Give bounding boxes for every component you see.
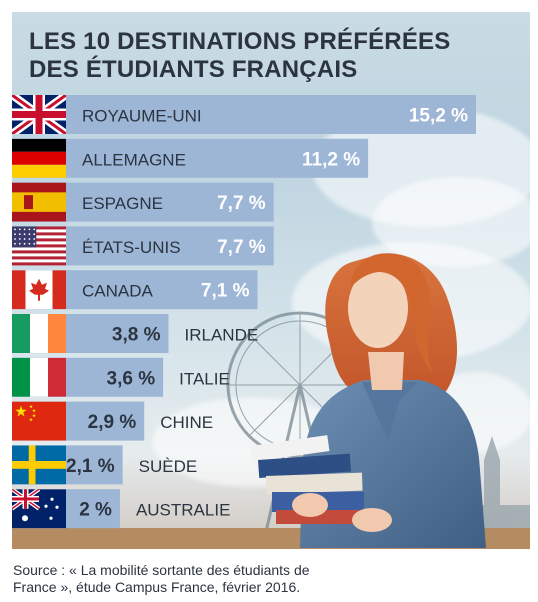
bar-value-label: 3,8 % (112, 325, 161, 346)
bar-row: 7,7 % ÉTATS-UNIS (12, 226, 274, 266)
bar-row: 3,6 % ITALIE (12, 357, 230, 397)
usa-flag-icon (12, 226, 66, 266)
title-line-1: LES 10 DESTINATIONS PRÉFÉRÉES (29, 28, 451, 55)
bar-row: 15,2 % ROYAUME-UNI (12, 95, 476, 134)
canada-flag-icon (12, 270, 66, 310)
italy-flag-icon (12, 357, 66, 397)
bar-category-label: ALLEMAGNE (82, 150, 186, 169)
bar-row: 7,1 % CANADA (12, 270, 258, 310)
title-line-2: DES ÉTUDIANTS FRANÇAIS (29, 56, 358, 83)
chart-title: LES 10 DESTINATIONS PRÉFÉRÉES DES ÉTUDIA… (29, 28, 450, 84)
bar-value-label: 15,2 % (409, 106, 468, 127)
bar-category-label: ITALIE (179, 369, 230, 388)
bar (12, 138, 369, 178)
bar-category-label: ESPAGNE (82, 194, 163, 213)
bar-category-label: AUSTRALIE (136, 501, 230, 520)
bar-row: 11,2 % ALLEMAGNE (12, 138, 369, 178)
student-woman (249, 253, 486, 548)
bar-row: 2,9 % CHINE (12, 401, 213, 441)
bar-category-label: SUÈDE (139, 457, 198, 476)
bar-value-label: 2,9 % (88, 412, 137, 433)
uk-flag-icon (12, 95, 66, 134)
source-line-2: France », étude Campus France, février 2… (13, 579, 301, 595)
bar-row: 2 % AUSTRALIE (12, 489, 230, 529)
bar-category-label: CANADA (82, 282, 154, 301)
bars-layer: 15,2 % ROYAUME-UNI 11,2 % ALLEMAGNE 7,7 % ESP… (12, 95, 476, 529)
spain-flag-icon (12, 182, 66, 222)
bar-value-label: 11,2 % (302, 149, 360, 170)
source-line-1: Source : « La mobilité sortante des étud… (13, 562, 310, 578)
bar-value-label: 3,6 % (107, 368, 156, 389)
bar-category-label: ÉTATS-UNIS (82, 238, 181, 257)
photo-illustration (12, 253, 530, 549)
bar (12, 95, 476, 134)
source-note: Source : « La mobilité sortante des étud… (13, 562, 310, 596)
australia-flag-icon (12, 489, 66, 529)
china-flag-icon (12, 401, 66, 441)
bar-category-label: ROYAUME-UNI (82, 107, 202, 126)
bar-category-label: CHINE (160, 413, 213, 432)
bar-value-label: 2,1 % (66, 456, 115, 477)
bar-category-label: IRLANDE (185, 326, 259, 345)
bar-value-label: 7,7 % (217, 237, 266, 258)
ireland-flag-icon (12, 314, 66, 353)
sweden-flag-icon (12, 445, 66, 485)
bar-row: 7,7 % ESPAGNE (12, 182, 274, 222)
bar-row: 3,8 % IRLANDE (12, 314, 258, 353)
bar-value-label: 2 % (79, 500, 112, 521)
bar-row: 2,1 % SUÈDE (12, 445, 198, 485)
bar-value-label: 7,1 % (201, 281, 250, 302)
bar-value-label: 7,7 % (217, 193, 266, 214)
bar-chart: 15,2 % ROYAUME-UNI 11,2 % ALLEMAGNE 7,7 % ESP… (12, 95, 530, 549)
germany-flag-icon (12, 138, 66, 178)
